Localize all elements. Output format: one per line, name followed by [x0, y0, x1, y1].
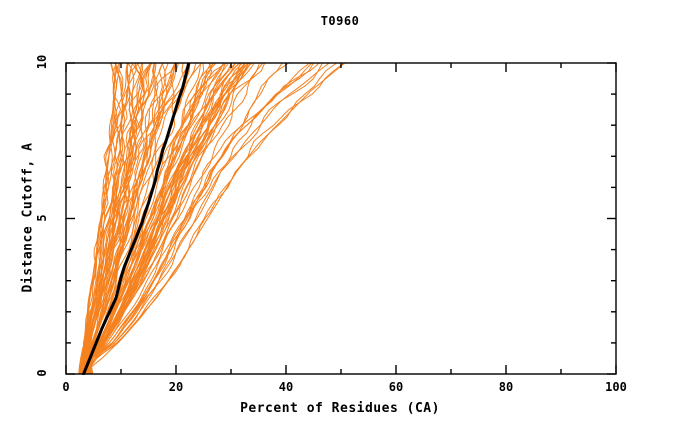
prediction-curve: [79, 62, 177, 375]
prediction-curve: [85, 62, 129, 375]
prediction-curve: [84, 62, 320, 375]
x-tick-label: 0: [62, 380, 70, 394]
prediction-curve: [87, 62, 260, 375]
prediction-curve: [86, 62, 157, 375]
prediction-curve: [90, 62, 338, 375]
x-tick-label: 40: [278, 380, 294, 394]
y-tick-label: 0: [35, 369, 49, 377]
clip-right: [617, 0, 680, 440]
clip-top: [0, 0, 680, 63]
y-tick-label: 5: [35, 213, 49, 222]
prediction-curve: [89, 62, 249, 375]
prediction-envelope-left: [79, 62, 116, 375]
prediction-curve: [80, 62, 214, 375]
x-axis-label: Percent of Residues (CA): [240, 401, 440, 416]
prediction-curve: [87, 62, 189, 375]
prediction-curve: [84, 62, 128, 375]
prediction-curve: [86, 62, 177, 375]
prediction-curve: [81, 62, 330, 375]
x-tick-label: 60: [388, 380, 404, 394]
prediction-curve: [81, 62, 152, 375]
prediction-curve: [80, 62, 283, 375]
y-axis-label: Distance Cutoff, A: [20, 142, 36, 293]
x-tick-label: 20: [168, 380, 184, 394]
clip-left: [0, 0, 66, 440]
prediction-curve: [85, 62, 225, 375]
x-tick-label: 100: [605, 380, 627, 394]
reference-curve: [82, 61, 191, 376]
prediction-curve: [83, 62, 241, 375]
prediction-curves: [78, 62, 345, 375]
prediction-curve: [88, 62, 240, 375]
x-tick-label: 80: [498, 380, 514, 394]
prediction-curve: [87, 62, 264, 375]
y-tick-label: 10: [35, 54, 49, 70]
prediction-curve: [88, 62, 324, 375]
prediction-curve: [88, 62, 240, 375]
prediction-curve: [84, 62, 310, 375]
prediction-envelope-right: [82, 62, 346, 375]
prediction-curve: [83, 62, 164, 375]
prediction-curve: [82, 62, 230, 375]
prediction-curve: [83, 62, 227, 375]
chart-title: T0960: [320, 14, 360, 28]
clip-bottom: [0, 375, 680, 440]
axis-ticks: [65, 62, 617, 375]
